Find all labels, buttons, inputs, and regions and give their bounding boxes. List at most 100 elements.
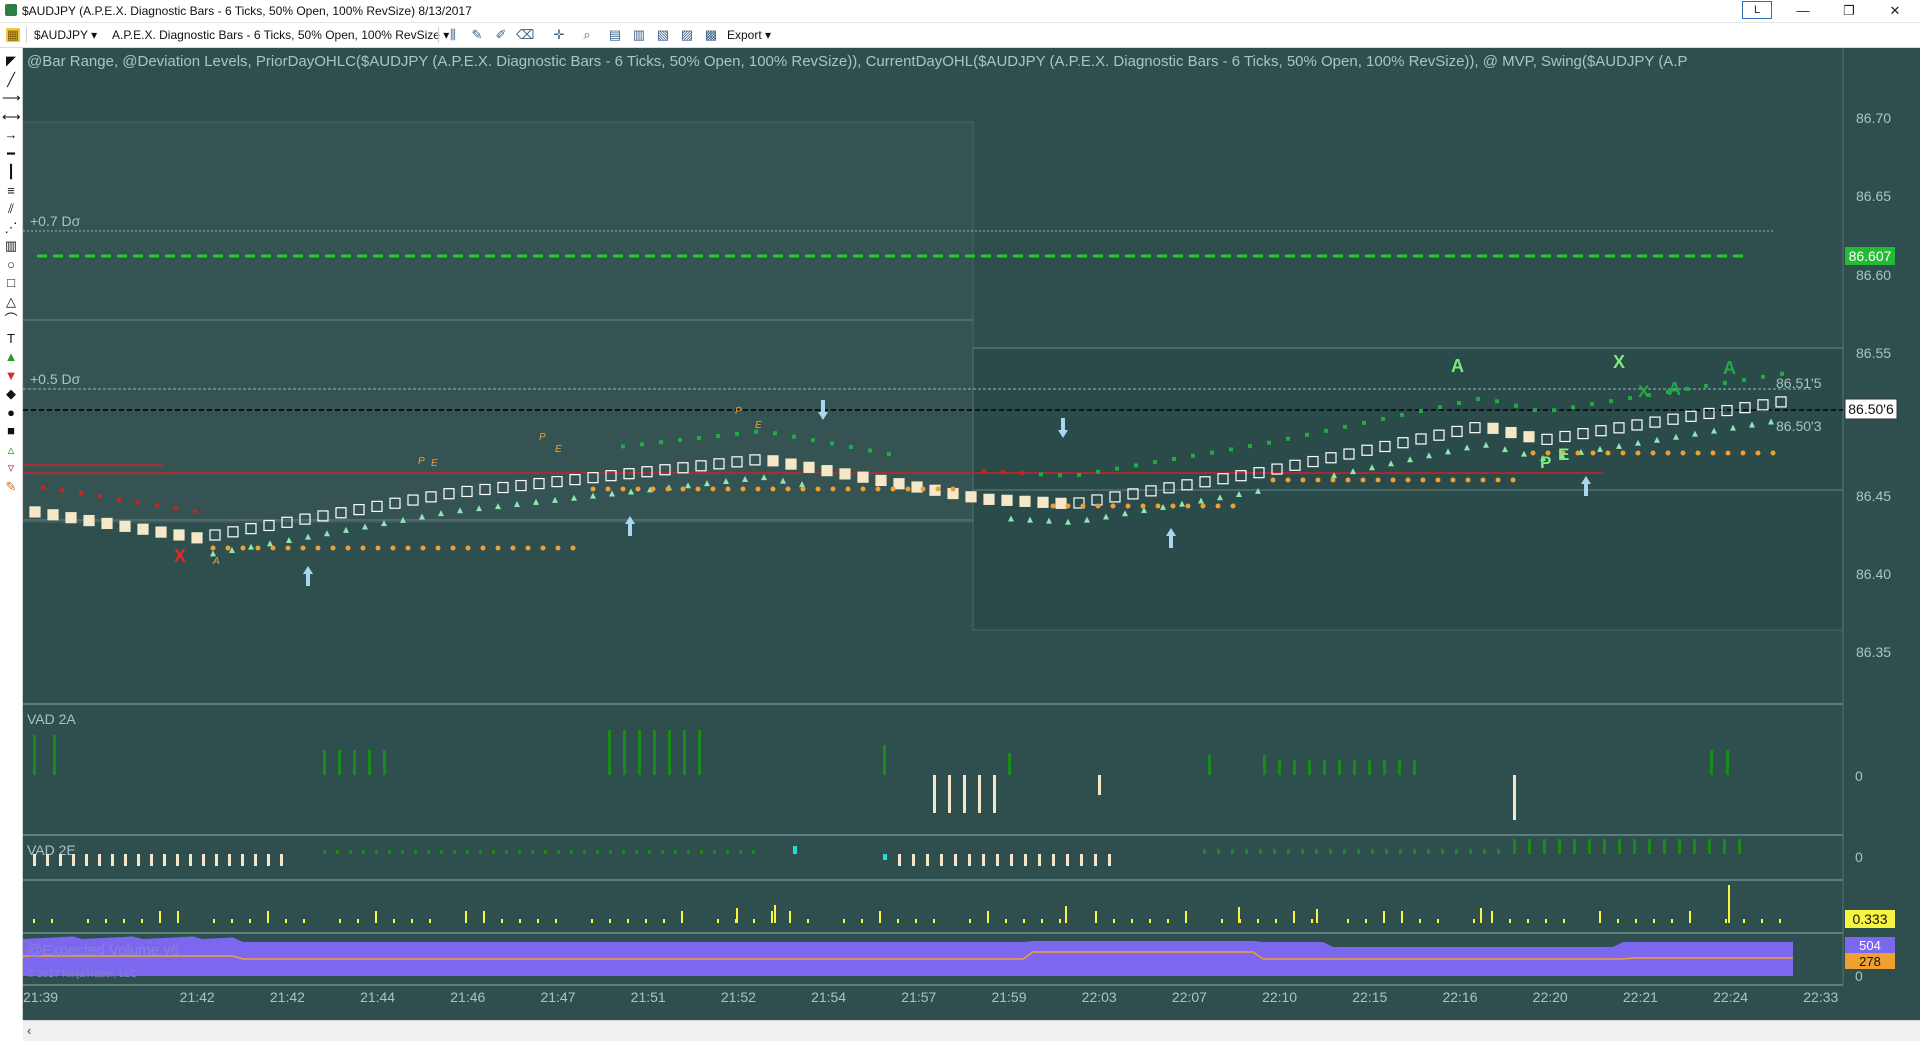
vad2a-bar [1353,760,1356,775]
gann-fan-icon[interactable]: ⋰ [4,219,18,235]
volume-bar [1563,919,1565,923]
price-bar [47,509,59,521]
swing-low-dot [315,545,321,551]
vad2e-bar [453,850,456,854]
remove-drawings-icon[interactable]: ⌫ [516,27,535,42]
andrews-pitchfork-icon[interactable]: ⫽ [8,201,14,216]
price-bar [209,529,221,541]
swing-low-dot [1330,477,1336,483]
volume-bar [1725,919,1727,923]
export-menu[interactable]: Export ▾ [727,28,772,42]
swing-low-dot [1725,450,1731,456]
export-label: Export [727,28,762,42]
volume-bar [609,919,611,923]
arrow-line-icon[interactable]: → [4,127,18,142]
extended-line-icon[interactable]: ⟷ [2,108,21,124]
time-tick-label: 21:44 [360,989,395,1005]
vad2e-bar [241,854,244,866]
diamond-icon[interactable]: ◆ [6,386,16,401]
vad2e-bar [349,850,352,854]
support-triangle [1141,507,1147,514]
layout-button[interactable]: L [1742,1,1772,19]
ray-icon[interactable]: ⟶ [2,90,21,105]
trend-dot [1685,386,1689,391]
bar-type-selector[interactable]: A.P.E.X. Diagnostic Bars - 6 Ticks, 50% … [112,28,450,42]
vad2e-bar [898,854,901,866]
volume-bar [1491,911,1493,923]
swing-low-dot [1665,450,1671,456]
text-icon[interactable]: T [7,330,15,346]
price-bar [1163,482,1175,494]
properties-icon[interactable]: ▩ [704,27,718,42]
trend-dot [1286,436,1290,441]
volume-bar [1743,919,1745,923]
vad2e-bar [72,854,75,866]
bar-range-box-current [972,347,1844,631]
strategies-icon[interactable]: ▧ [656,27,670,42]
swing-low-dot [1390,477,1396,483]
minimize-button[interactable]: — [1796,3,1810,18]
vad2e-bar [1708,839,1711,854]
price-bar [1433,429,1445,441]
data-series-icon[interactable]: ▤ [608,27,622,42]
swing-low-dot [285,545,291,551]
price-bar [641,466,653,478]
ruler-icon[interactable]: ✎ [5,478,17,494]
zoom-icon[interactable]: ⌕ [583,27,591,42]
horizontal-line-icon[interactable]: ━ [7,145,15,161]
vad2a-bar [1278,760,1281,775]
drawing-tools-sidebar: ◤ ╱ ⟶ ⟷ → ━ ┃ ≡ ⫽ ⋰ ▥ ○ □ △ ⌒ T ▲ ▼ ◆ ● ■ ▵ ▿ ✎ [0,48,23,1020]
drawing-tool-icon[interactable]: ✎ [471,27,483,42]
pointer-icon[interactable]: ◤ [6,53,16,68]
square-icon[interactable]: ■ [7,423,15,438]
support-triangle [267,540,273,547]
vertical-line-icon[interactable]: ┃ [7,164,15,179]
support-triangle [229,547,235,553]
chart-style-icon[interactable]: ⫼ [450,27,456,42]
rectangle-icon[interactable]: □ [7,275,15,290]
swing-low-dot [360,545,366,551]
triangle-down-icon[interactable]: ▿ [7,460,15,475]
vad2a-bar [1710,750,1713,775]
fibonacci-icon[interactable]: ≡ [7,182,15,198]
arc-icon[interactable]: ⌒ [4,312,18,327]
instrument-selector[interactable]: $AUDJPY ▾ [34,28,98,42]
support-triangle [1255,487,1261,494]
arrow-up-icon [1166,528,1176,548]
restore-button[interactable]: ❐ [1843,3,1855,18]
line-icon[interactable]: ╱ [7,71,15,87]
dot-icon[interactable]: ● [7,404,15,420]
arrow-down-icon[interactable]: ▼ [4,367,18,383]
support-triangle [495,503,501,510]
small-p-1: P [418,456,425,467]
triangle-up-icon[interactable]: ▵ [7,441,15,457]
chart-trader-icon[interactable]: ▦ [6,27,20,42]
price-bar [479,483,491,496]
stay-in-draw-icon[interactable]: ✐ [495,27,507,42]
trend-dot [1514,403,1518,408]
swing-low-dot [420,545,426,551]
price-marks [29,371,1787,586]
horizontal-scrollbar[interactable]: ‹ [23,1020,1920,1041]
resistance-dot [117,497,121,502]
ellipse-icon[interactable]: ○ [7,256,15,272]
chart-canvas[interactable]: @Bar Range, @Deviation Levels, PriorDayO… [23,48,1920,1020]
trend-dot [716,433,720,438]
regression-channel-icon[interactable]: ▥ [4,238,18,253]
volume-bar [1131,919,1133,923]
arrow-up-icon[interactable]: ▲ [4,349,18,364]
price-axis[interactable] [1843,48,1920,1020]
volume-histogram [33,885,1781,923]
support-triangle [1103,513,1109,520]
scroll-left-icon[interactable]: ‹ [27,1023,32,1038]
indicators-icon[interactable]: ▥ [632,27,646,42]
triangle-icon[interactable]: △ [6,293,16,309]
time-axis[interactable] [23,985,1920,1020]
swing-low-dot [695,486,701,492]
crosshair-icon[interactable]: ✛ [553,27,565,42]
price-tick-label: 86.65 [1856,188,1891,204]
templates-icon[interactable]: ▨ [680,27,694,42]
arrow-up-icon [1581,476,1591,496]
volume-bar [33,919,35,923]
close-button[interactable]: ✕ [1889,3,1901,18]
